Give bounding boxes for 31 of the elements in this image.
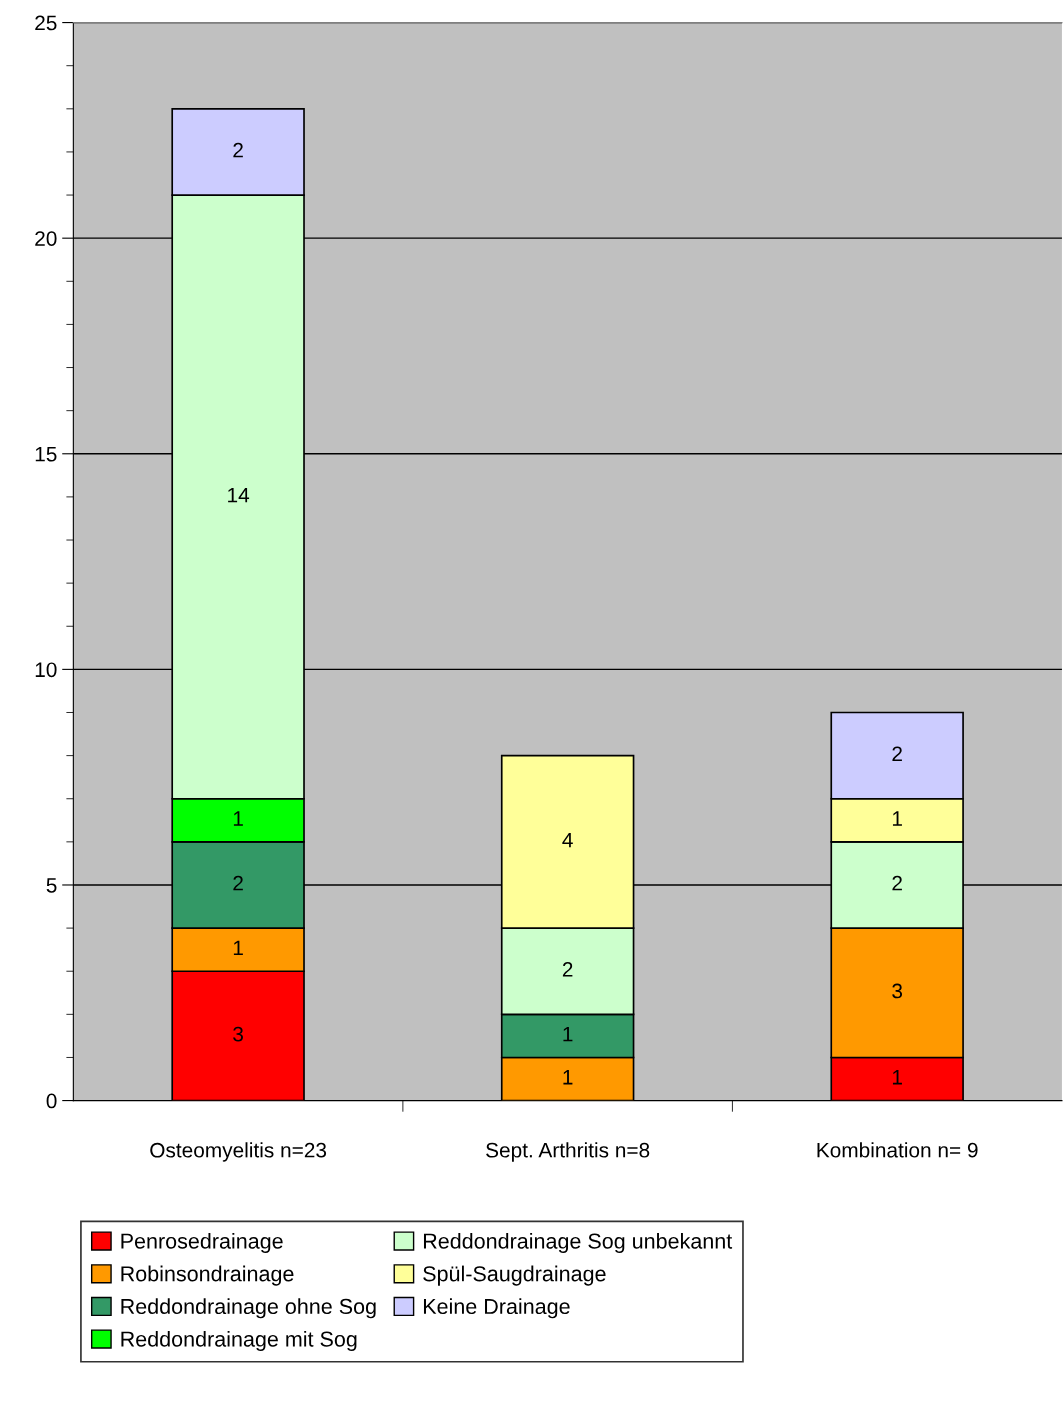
data-label: 1 [892, 1070, 902, 1085]
legend-label: Reddondrainage Sog unbekannt [423, 1232, 733, 1253]
data-label: 1 [892, 811, 902, 826]
data-label: 14 [228, 487, 250, 503]
data-label: 1 [233, 940, 243, 956]
legend-label: Penrosedrainage [121, 1232, 283, 1253]
data-label: 2 [892, 746, 902, 762]
legend-label: Keine Drainage [423, 1298, 570, 1319]
data-label: 2 [892, 875, 902, 891]
legend-label: Reddondrainage ohne Sog [121, 1298, 376, 1319]
y-tick-label: 10 [35, 662, 57, 678]
data-label: 2 [233, 142, 243, 158]
data-label: 2 [562, 962, 573, 977]
legend-label: Spül-Saugdrainage [423, 1265, 606, 1286]
data-label: 2 [233, 875, 243, 891]
y-tick-label: 15 [35, 446, 57, 462]
y-tick-label: 20 [35, 231, 57, 246]
data-label: 3 [233, 1026, 243, 1042]
data-label: 1 [563, 1070, 573, 1085]
x-tick-label: Sept. Arthritis n=8 [486, 1142, 650, 1162]
y-tick-label: 0 [46, 1093, 57, 1109]
data-label: 3 [892, 983, 903, 999]
y-tick-label: 25 [35, 15, 57, 31]
data-label: 4 [562, 832, 573, 848]
x-tick-label: Kombination n= 9 [817, 1142, 978, 1158]
data-label: 1 [233, 811, 243, 826]
x-tick-label: Osteomyelitis n=23 [150, 1142, 327, 1162]
legend-label: Robinsondrainage [121, 1265, 294, 1286]
legend-label: Reddondrainage mit Sog [121, 1330, 357, 1351]
data-label: 1 [563, 1026, 573, 1042]
y-tick-label: 5 [46, 878, 57, 893]
